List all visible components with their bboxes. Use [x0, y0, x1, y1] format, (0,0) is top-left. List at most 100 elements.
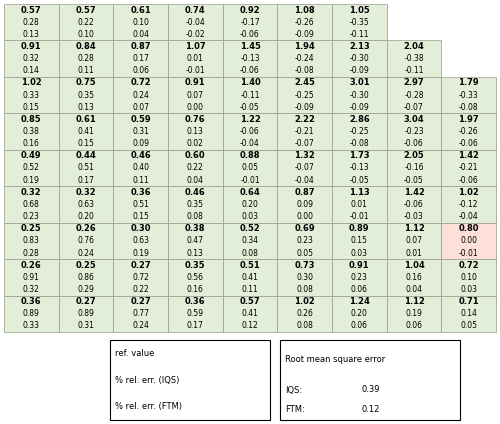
Text: 0.33: 0.33	[23, 321, 40, 330]
Text: 0.72: 0.72	[132, 273, 149, 282]
Text: 0.44: 0.44	[76, 151, 96, 160]
Text: 0.10: 0.10	[132, 18, 149, 27]
Text: 0.72: 0.72	[458, 261, 479, 270]
Text: 0.24: 0.24	[78, 248, 94, 257]
Text: 0.86: 0.86	[78, 273, 94, 282]
Text: 0.20: 0.20	[242, 200, 258, 209]
Text: 0.34: 0.34	[242, 237, 258, 245]
Text: 0.10: 0.10	[78, 30, 94, 39]
Text: 0.91: 0.91	[23, 273, 40, 282]
Text: -0.05: -0.05	[350, 176, 369, 184]
Bar	[280, 340, 460, 420]
Text: 0.13: 0.13	[187, 127, 204, 136]
Text: 2.04: 2.04	[404, 42, 424, 51]
Text: 0.89: 0.89	[349, 224, 370, 233]
Bar	[58, 186, 114, 223]
Text: % rel. err. (IQS): % rel. err. (IQS)	[115, 376, 180, 385]
Bar	[168, 4, 222, 40]
Bar	[114, 186, 168, 223]
Text: 0.19: 0.19	[132, 248, 149, 257]
Text: 0.75: 0.75	[76, 78, 96, 87]
Text: 0.91: 0.91	[185, 78, 206, 87]
Bar	[4, 223, 59, 259]
Text: 0.84: 0.84	[76, 42, 96, 51]
Text: 0.36: 0.36	[185, 297, 206, 306]
Text: % rel. err. (FTM): % rel. err. (FTM)	[115, 402, 182, 411]
Text: 0.28: 0.28	[23, 248, 40, 257]
Text: 3.01: 3.01	[349, 78, 370, 87]
Text: -0.06: -0.06	[459, 139, 478, 148]
Text: -0.38: -0.38	[404, 54, 424, 63]
Bar	[278, 4, 332, 40]
Bar	[442, 150, 496, 186]
Text: 0.52: 0.52	[240, 224, 260, 233]
Text: 0.07: 0.07	[406, 237, 422, 245]
Bar	[332, 186, 386, 223]
Text: -0.11: -0.11	[404, 66, 423, 75]
Text: 1.42: 1.42	[458, 151, 479, 160]
Text: -0.06: -0.06	[240, 66, 260, 75]
Bar	[58, 77, 114, 113]
Bar	[442, 77, 496, 113]
Text: 0.38: 0.38	[185, 224, 206, 233]
Text: 0.61: 0.61	[76, 115, 96, 124]
Bar	[386, 296, 442, 332]
Text: 0.56: 0.56	[187, 273, 204, 282]
Bar	[58, 150, 114, 186]
Text: 0.19: 0.19	[406, 309, 422, 318]
Text: 0.23: 0.23	[351, 273, 368, 282]
Bar	[222, 113, 278, 150]
Text: 0.27: 0.27	[130, 297, 151, 306]
Text: 0.07: 0.07	[132, 103, 149, 112]
Text: 1.22: 1.22	[240, 115, 260, 124]
Text: 0.05: 0.05	[296, 248, 313, 257]
Text: 0.03: 0.03	[351, 248, 368, 257]
Text: 0.27: 0.27	[130, 261, 151, 270]
Text: IQS:: IQS:	[285, 385, 302, 394]
Text: -0.06: -0.06	[240, 127, 260, 136]
Text: 0.71: 0.71	[458, 297, 479, 306]
Text: 0.03: 0.03	[242, 212, 258, 221]
Text: -0.09: -0.09	[350, 103, 369, 112]
Text: 0.59: 0.59	[187, 309, 204, 318]
Text: -0.02: -0.02	[186, 30, 205, 39]
Text: 0.80: 0.80	[458, 224, 479, 233]
Text: 0.16: 0.16	[406, 273, 422, 282]
Text: 0.91: 0.91	[21, 42, 42, 51]
Text: 0.63: 0.63	[78, 200, 94, 209]
Text: -0.13: -0.13	[350, 164, 369, 173]
Text: 0.39: 0.39	[361, 385, 380, 394]
Bar	[222, 40, 278, 77]
Text: -0.35: -0.35	[350, 18, 369, 27]
Bar	[278, 113, 332, 150]
Text: 0.28: 0.28	[78, 54, 94, 63]
Text: -0.21: -0.21	[295, 127, 314, 136]
Bar	[386, 259, 442, 296]
Bar	[4, 150, 59, 186]
Text: 0.22: 0.22	[78, 18, 94, 27]
Text: -0.06: -0.06	[404, 139, 424, 148]
Text: Root mean square error: Root mean square error	[285, 355, 385, 365]
Bar	[386, 40, 442, 77]
Bar	[332, 259, 386, 296]
Text: 0.11: 0.11	[78, 66, 94, 75]
Text: 1.42: 1.42	[404, 188, 424, 197]
Text: 0.16: 0.16	[187, 285, 204, 294]
Bar	[222, 186, 278, 223]
Bar	[114, 77, 168, 113]
Text: 1.08: 1.08	[294, 6, 315, 14]
Text: -0.11: -0.11	[350, 30, 369, 39]
Text: 0.89: 0.89	[78, 309, 94, 318]
Text: 0.87: 0.87	[130, 42, 151, 51]
Text: 0.08: 0.08	[296, 285, 313, 294]
Text: 0.06: 0.06	[132, 66, 149, 75]
Text: 0.47: 0.47	[187, 237, 204, 245]
Text: 0.12: 0.12	[242, 321, 258, 330]
Text: 0.06: 0.06	[351, 321, 368, 330]
Bar	[168, 259, 222, 296]
Text: 0.01: 0.01	[351, 200, 368, 209]
Text: -0.09: -0.09	[350, 66, 369, 75]
Bar	[278, 296, 332, 332]
Bar	[222, 296, 278, 332]
Text: 0.32: 0.32	[21, 188, 42, 197]
